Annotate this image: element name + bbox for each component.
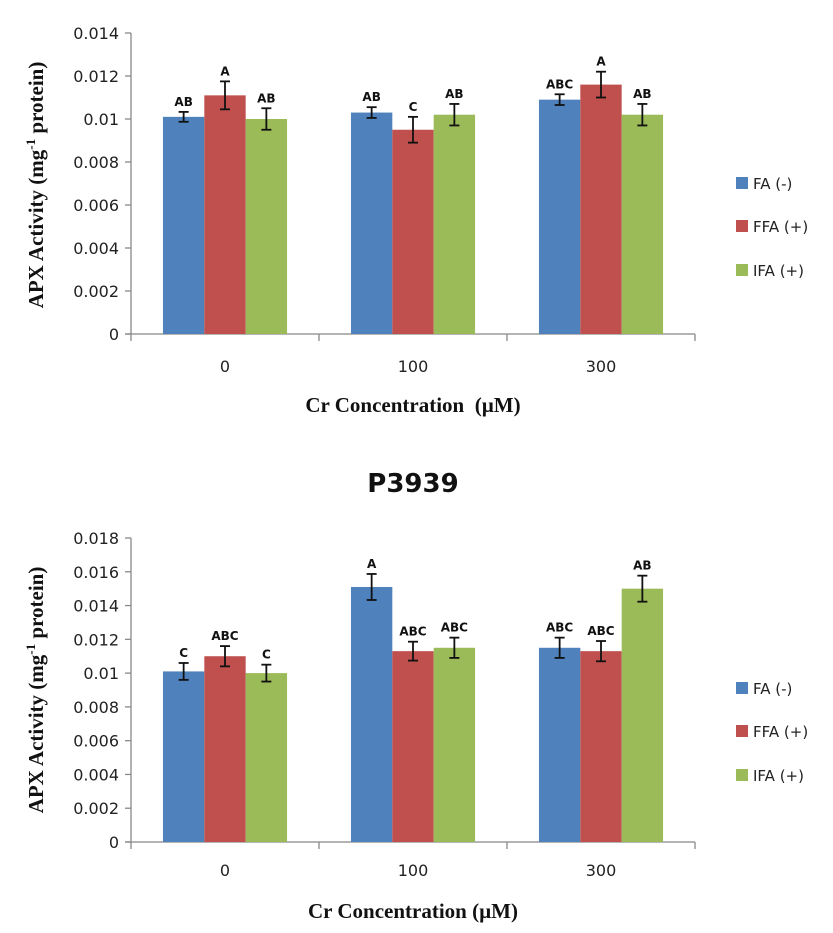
legend-label: FFA (+) [753,723,808,741]
legend-swatch [736,264,748,276]
bar [621,588,664,842]
significance-label: A [596,55,606,69]
bar [350,112,393,334]
significance-label: AB [445,87,463,101]
chart-top: APX Activity (mg-1 protein) Cr Concentra… [23,24,808,417]
significance-label: ABC [399,625,426,639]
bar [580,651,622,842]
x-tick-label: 300 [586,357,617,376]
x-tick-label: 100 [398,357,429,376]
bar [162,671,205,842]
y-axis-title-sup: -1 [23,644,38,655]
y-tick-label: 0.006 [73,196,119,215]
legend-label: FFA (+) [753,218,808,236]
legend-label: FA (-) [753,680,792,698]
y-tick-label: 0.002 [73,799,119,818]
significance-label: ABC [546,621,573,635]
significance-label: AB [362,90,380,104]
legend-swatch [736,725,748,737]
y-tick-label: 0.018 [73,529,119,548]
y-tick-label: 0.008 [73,153,119,172]
y-tick-label: 0.014 [73,24,119,43]
y-tick-label: 0.016 [73,563,119,582]
legend-swatch [736,177,748,189]
significance-label: AB [633,87,651,101]
x-tick-label: 0 [220,861,230,880]
x-tick-label: 0 [220,357,230,376]
y-axis-title-main: APX Activity (mg [24,654,48,813]
significance-label: AB [257,91,275,105]
legend-label: IFA (+) [753,767,804,785]
y-tick-label: 0.002 [73,282,119,301]
bar [621,114,664,334]
y-axis-title: APX Activity (mg-1 protein) [23,567,48,814]
significance-label: ABC [587,624,614,638]
significance-label: ABC [441,621,468,635]
significance-label: A [220,64,230,78]
y-tick-label: 0.006 [73,732,119,751]
legend-swatch [736,220,748,232]
bar [204,656,246,842]
y-tick-label: 0.008 [73,698,119,717]
y-tick-label: 0.012 [73,67,119,86]
legend-label: FA (-) [753,175,792,193]
x-tick-label: 100 [398,861,429,880]
y-axis-title-tail: protein) [24,567,48,644]
chart-title: P3939 [367,469,458,499]
y-tick-label: 0 [109,325,119,344]
y-tick-label: 0.012 [73,630,119,649]
bar [350,586,393,842]
bar [204,95,246,334]
bar [392,651,434,842]
significance-label: AB [633,559,651,573]
y-tick-label: 0.01 [83,110,119,129]
chart-bottom: P3939 APX Activity (mg-1 protein) Cr Con… [23,469,808,923]
bar [538,647,581,842]
bar [580,84,622,334]
y-tick-label: 0.014 [73,597,119,616]
y-tick-label: 0.01 [83,664,119,683]
significance-label: C [262,648,271,662]
bar [392,129,434,334]
bar [162,116,205,334]
y-axis-title: APX Activity (mg-1 protein) [23,62,48,309]
x-tick-label: 300 [586,861,617,880]
legend-swatch [736,682,748,694]
bar [245,673,288,842]
y-tick-label: 0.004 [73,765,119,784]
y-axis-title-sup: -1 [23,139,38,150]
significance-label: C [179,646,188,660]
significance-label: AB [174,95,192,109]
y-tick-label: 0 [109,833,119,852]
bar [538,99,581,335]
legend-label: IFA (+) [753,262,804,280]
y-tick-label: 0.004 [73,239,119,258]
x-axis-title: Cr Concentration (µM) [308,899,518,923]
x-axis-title: Cr Concentration (µM) [305,393,520,417]
y-axis-title-tail: protein) [24,62,48,139]
significance-label: C [409,100,418,114]
y-axis-title-main: APX Activity (mg [24,149,48,308]
bar [433,647,476,842]
significance-label: ABC [546,77,573,91]
significance-label: A [367,557,377,571]
bar [245,119,288,334]
legend-swatch [736,769,748,781]
significance-label: ABC [211,629,238,643]
bar [433,114,476,334]
